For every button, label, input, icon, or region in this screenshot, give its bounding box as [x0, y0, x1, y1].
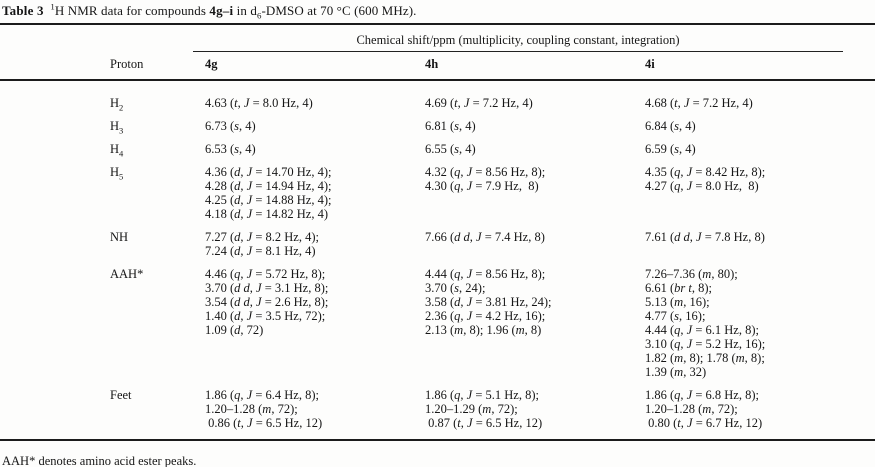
spacer-cell [0, 24, 205, 52]
column-header-4g: 4g [205, 52, 425, 81]
table-cell: 4.46 (q, J = 5.72 Hz, 8); 3.70 (d d, J = … [205, 267, 329, 337]
table-cell: 6.73 (s, 4) [205, 119, 256, 133]
table-row: H5 4.36 (d, J = 14.70 Hz, 4); 4.28 (d, J =… [0, 161, 875, 226]
table-body: H2 4.63 (t, J = 8.0 Hz, 4) 4.69 (t, J = 7.… [0, 80, 875, 440]
proton-label: H2 [110, 96, 124, 113]
table-cell: 7.27 (d, J = 8.2 Hz, 4); 7.24 (d, J = 8.1… [205, 230, 319, 258]
table-cell: 4.63 (t, J = 8.0 Hz, 4) [205, 96, 313, 110]
proton-label: AAH* [110, 267, 144, 281]
table-cell: 7.26–7.36 (m, 80); 6.61 (br t, 8); 5.13 (m… [645, 267, 766, 379]
table-cell: 6.84 (s, 4) [645, 119, 696, 133]
span-header-cell: Chemical shift/ppm (multiplicity, coupli… [193, 24, 875, 52]
column-header-row: Proton 4g 4h 4i [0, 52, 875, 81]
table-cell: 4.35 (q, J = 8.42 Hz, 8); 4.27 (q, J = 8.… [645, 165, 766, 193]
column-header-4i: 4i [645, 52, 875, 81]
table-row: Feet 1.86 (q, J = 6.4 Hz, 8); 1.20–1.28 (m… [0, 384, 875, 440]
table-cell: 4.36 (d, J = 14.70 Hz, 4); 4.28 (d, J = 1… [205, 165, 332, 221]
proton-label: H4 [110, 142, 124, 159]
table-cell: 4.68 (t, J = 7.2 Hz, 4) [645, 96, 753, 110]
proton-label: H3 [110, 119, 124, 136]
table-cell: 6.81 (s, 4) [425, 119, 476, 133]
proton-label: NH [110, 230, 129, 244]
table-cell: 7.61 (d d, J = 7.8 Hz, 8) [645, 230, 765, 244]
table-cell: 1.86 (q, J = 5.1 Hz, 8); 1.20–1.29 (m, 72… [425, 388, 543, 430]
table-row: H4 6.53 (s, 4) 6.55 (s, 4) 6.59 (s, 4) [0, 138, 875, 161]
column-header-proton: Proton [0, 52, 205, 81]
table-row: AAH* 4.46 (q, J = 5.72 Hz, 8); 3.70 (d d, … [0, 263, 875, 384]
table-cell: 1.86 (q, J = 6.4 Hz, 8); 1.20–1.28 (m, 72… [205, 388, 323, 430]
proton-label: Feet [110, 388, 132, 402]
span-header-label: Chemical shift/ppm (multiplicity, coupli… [193, 33, 844, 52]
table-row: NH 7.27 (d, J = 8.2 Hz, 4); 7.24 (d, J = 8… [0, 226, 875, 263]
column-header-4h: 4h [425, 52, 645, 81]
table-cell: 7.66 (d d, J = 7.4 Hz, 8) [425, 230, 545, 244]
table-head: Chemical shift/ppm (multiplicity, coupli… [0, 24, 875, 81]
proton-label: H5 [110, 165, 124, 182]
table-cell: 6.55 (s, 4) [425, 142, 476, 156]
table-cell: 6.53 (s, 4) [205, 142, 256, 156]
nmr-data-table: Chemical shift/ppm (multiplicity, coupli… [0, 23, 875, 441]
table-cell: 4.32 (q, J = 8.56 Hz, 8); 4.30 (q, J = 7.… [425, 165, 546, 193]
table-caption: Table 3 1H NMR data for compounds 4g–i i… [2, 1, 417, 21]
table-cell: 4.69 (t, J = 7.2 Hz, 4) [425, 96, 533, 110]
table-cell: 6.59 (s, 4) [645, 142, 696, 156]
table-row: H2 4.63 (t, J = 8.0 Hz, 4) 4.69 (t, J = 7.… [0, 80, 875, 115]
table-row: H3 6.73 (s, 4) 6.81 (s, 4) 6.84 (s, 4) [0, 115, 875, 138]
footnote: AAH* denotes amino acid ester peaks. [2, 454, 197, 467]
table-cell: 1.86 (q, J = 6.8 Hz, 8); 1.20–1.28 (m, 72… [645, 388, 763, 430]
table-cell: 4.44 (q, J = 8.56 Hz, 8); 3.70 (s, 24); 3.… [425, 267, 552, 337]
span-header-row: Chemical shift/ppm (multiplicity, coupli… [0, 24, 875, 52]
